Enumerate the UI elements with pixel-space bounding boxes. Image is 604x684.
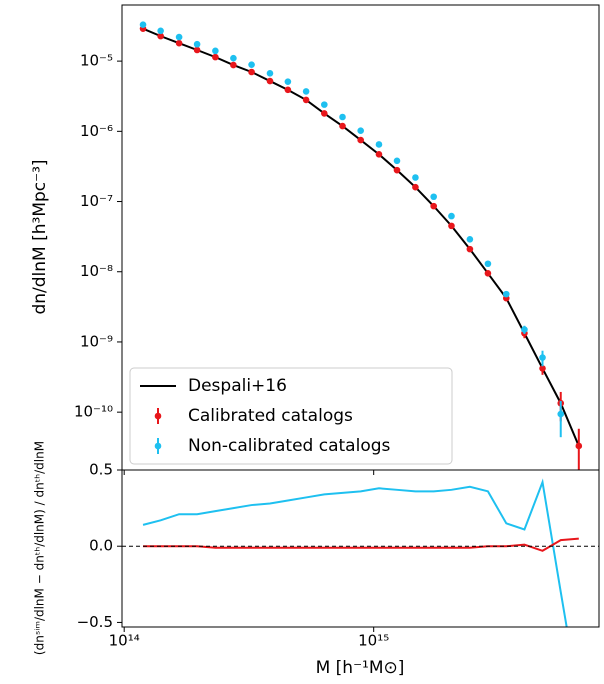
data-point	[248, 61, 255, 68]
y-tick-label: 10⁻⁵	[80, 52, 113, 70]
data-point	[266, 70, 274, 77]
data-point	[484, 270, 492, 277]
legend-swatch	[154, 412, 162, 420]
y-axis-label: dn/dlnM [h³Mpc⁻³]	[30, 159, 50, 314]
data-point	[321, 101, 328, 108]
data-point	[575, 442, 583, 450]
data-point	[302, 88, 310, 95]
data-point	[193, 46, 201, 54]
data-point	[539, 354, 546, 361]
data-point	[157, 27, 164, 35]
data-point	[412, 183, 419, 191]
data-point	[430, 193, 437, 201]
legend-label: Non-calibrated catalogs	[188, 436, 391, 456]
y-tick-label: −0.5	[77, 613, 113, 631]
data-point	[139, 21, 147, 29]
data-point	[539, 365, 546, 372]
data-point	[393, 157, 401, 165]
data-point	[175, 33, 183, 41]
y-axis-label: (dnˢⁱᵐ/dlnM − dnᵗʰ/dlnM) / dnᵗʰ/dlnM	[33, 441, 47, 655]
series-line	[142, 478, 568, 627]
data-point	[448, 222, 455, 230]
plot-area	[139, 21, 583, 470]
data-point	[357, 127, 364, 135]
data-point	[412, 174, 419, 181]
data-point	[521, 326, 528, 333]
y-tick-label: 10⁻⁶	[80, 122, 113, 140]
data-point	[266, 77, 274, 85]
x-tick-label: 10¹⁴	[109, 632, 140, 650]
y-tick-label: 0.0	[89, 537, 113, 555]
legend-label: Despali+16	[188, 376, 287, 396]
data-point	[248, 68, 255, 76]
data-point	[448, 212, 455, 220]
axes-frame	[121, 469, 600, 628]
data-point	[230, 61, 237, 69]
y-tick-label: 10⁻⁸	[80, 262, 113, 280]
y-tick-label: 10⁻⁹	[80, 332, 113, 350]
data-point	[430, 202, 437, 210]
series-line	[143, 537, 579, 552]
y-tick-label: 0.5	[89, 461, 113, 479]
data-point	[230, 54, 237, 62]
data-point	[212, 47, 219, 55]
data-point	[284, 86, 292, 94]
x-tick-label: 10¹⁵	[358, 632, 389, 650]
data-point	[212, 53, 219, 61]
data-point	[357, 136, 364, 144]
y-tick-label: 10⁻⁷	[80, 192, 113, 210]
data-point	[157, 32, 164, 40]
data-point	[339, 122, 346, 130]
data-point	[321, 110, 328, 117]
y-tick-label: 10⁻¹⁰	[74, 403, 113, 421]
legend-box	[129, 367, 453, 465]
legend-swatch	[154, 442, 162, 450]
data-point	[339, 113, 346, 121]
data-point	[175, 39, 183, 47]
data-point	[375, 151, 383, 158]
data-point	[557, 410, 565, 418]
data-point	[375, 141, 383, 148]
data-point	[502, 290, 510, 298]
plot-area	[142, 478, 579, 627]
data-point	[393, 166, 401, 174]
legend-label: Calibrated catalogs	[188, 406, 353, 426]
data-point	[466, 235, 474, 243]
data-point	[193, 40, 201, 48]
data-point	[302, 96, 310, 104]
data-point	[284, 78, 292, 85]
x-axis-label: M [h⁻¹M⊙]	[316, 658, 405, 678]
data-point	[484, 260, 492, 268]
data-point	[466, 245, 474, 253]
legend: Despali+16 Calibrated catalogs Non-calibra…	[129, 367, 453, 465]
